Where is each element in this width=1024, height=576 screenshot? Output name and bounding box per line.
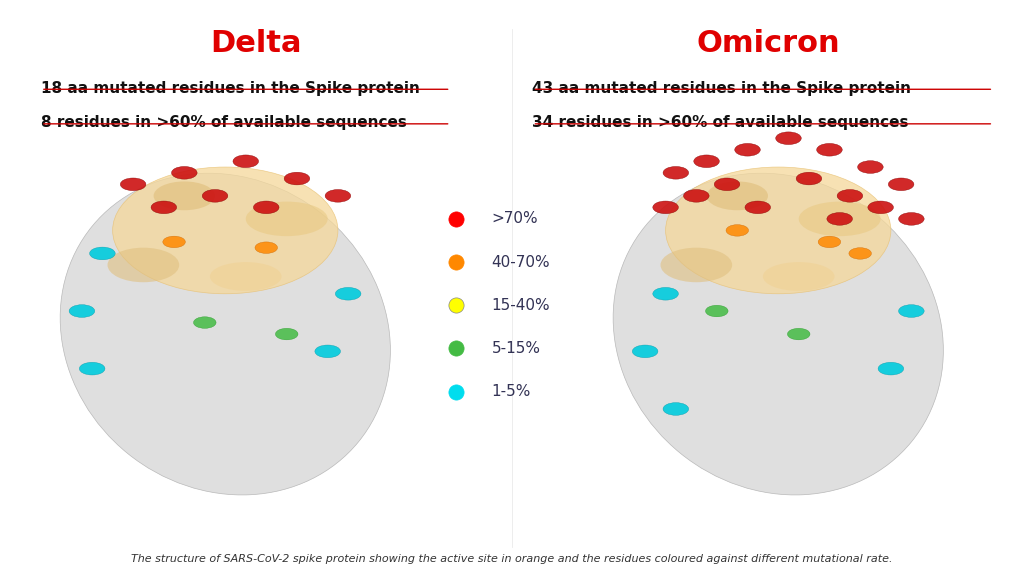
- Ellipse shape: [664, 403, 688, 415]
- Ellipse shape: [799, 202, 881, 236]
- Ellipse shape: [232, 155, 258, 168]
- Point: [447, 214, 464, 223]
- Ellipse shape: [684, 190, 709, 202]
- Text: 15-40%: 15-40%: [492, 298, 550, 313]
- Text: The structure of SARS-CoV-2 spike protein showing the active site in orange and : The structure of SARS-CoV-2 spike protei…: [131, 555, 893, 564]
- Ellipse shape: [254, 201, 279, 214]
- Ellipse shape: [827, 213, 852, 225]
- Text: >70%: >70%: [492, 211, 539, 226]
- Point: [447, 387, 464, 396]
- Ellipse shape: [121, 178, 146, 191]
- Ellipse shape: [763, 262, 835, 291]
- Point: [447, 257, 464, 267]
- Ellipse shape: [108, 248, 179, 282]
- Ellipse shape: [838, 190, 863, 202]
- Ellipse shape: [878, 362, 903, 375]
- Ellipse shape: [326, 190, 350, 202]
- Ellipse shape: [899, 213, 924, 225]
- Ellipse shape: [275, 328, 298, 340]
- Text: Delta: Delta: [210, 29, 302, 58]
- Ellipse shape: [817, 143, 842, 156]
- Ellipse shape: [246, 202, 328, 236]
- Ellipse shape: [735, 143, 760, 156]
- Text: 18 aa mutated residues in the Spike protein: 18 aa mutated residues in the Spike prot…: [41, 81, 420, 96]
- Ellipse shape: [694, 155, 719, 168]
- Ellipse shape: [80, 362, 104, 375]
- Ellipse shape: [706, 305, 728, 317]
- Ellipse shape: [653, 201, 678, 214]
- Text: 5-15%: 5-15%: [492, 341, 541, 356]
- Ellipse shape: [210, 262, 282, 291]
- Ellipse shape: [613, 173, 943, 495]
- Ellipse shape: [653, 287, 678, 300]
- Ellipse shape: [868, 201, 893, 214]
- Ellipse shape: [715, 178, 739, 191]
- Text: Omicron: Omicron: [696, 29, 840, 58]
- Ellipse shape: [666, 167, 891, 294]
- Ellipse shape: [60, 173, 390, 495]
- Ellipse shape: [664, 166, 688, 179]
- Ellipse shape: [633, 345, 657, 358]
- Ellipse shape: [202, 190, 227, 202]
- Ellipse shape: [163, 236, 185, 248]
- Text: 40-70%: 40-70%: [492, 255, 550, 270]
- Point: [447, 301, 464, 310]
- Ellipse shape: [315, 345, 340, 358]
- Ellipse shape: [151, 201, 177, 214]
- Ellipse shape: [889, 178, 913, 191]
- Ellipse shape: [707, 181, 768, 210]
- Ellipse shape: [171, 166, 197, 179]
- Ellipse shape: [194, 317, 216, 328]
- Ellipse shape: [285, 172, 310, 185]
- Text: 1-5%: 1-5%: [492, 384, 530, 399]
- Ellipse shape: [818, 236, 841, 248]
- Ellipse shape: [660, 248, 732, 282]
- Ellipse shape: [797, 172, 821, 185]
- Ellipse shape: [776, 132, 801, 145]
- Ellipse shape: [857, 161, 883, 173]
- Ellipse shape: [255, 242, 278, 253]
- Ellipse shape: [113, 167, 338, 294]
- Ellipse shape: [787, 328, 810, 340]
- Ellipse shape: [726, 225, 749, 236]
- Ellipse shape: [69, 305, 94, 317]
- Text: 34 residues in >60% of available sequences: 34 residues in >60% of available sequenc…: [532, 115, 909, 130]
- Text: 8 residues in >60% of available sequences: 8 residues in >60% of available sequence…: [41, 115, 407, 130]
- Ellipse shape: [745, 201, 770, 214]
- Text: 43 aa mutated residues in the Spike protein: 43 aa mutated residues in the Spike prot…: [532, 81, 911, 96]
- Ellipse shape: [90, 247, 115, 260]
- Ellipse shape: [849, 248, 871, 259]
- Ellipse shape: [335, 287, 361, 300]
- Ellipse shape: [899, 305, 924, 317]
- Point: [447, 344, 464, 353]
- Ellipse shape: [154, 181, 215, 210]
